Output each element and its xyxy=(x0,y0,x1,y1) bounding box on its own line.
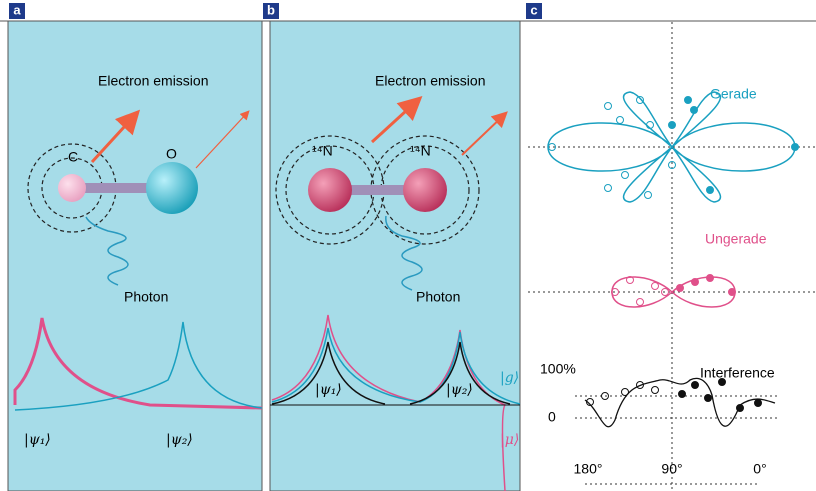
figure: a Electron emission C O Photon |ψ₁⟩ |ψ₂⟩… xyxy=(0,0,816,491)
curve-label: Gerade xyxy=(710,86,757,102)
emission-label: Electron emission xyxy=(98,73,209,89)
angle-label: 180° xyxy=(574,461,603,477)
panel-letter: b xyxy=(267,2,275,17)
angle-label: 90° xyxy=(661,461,682,477)
axis-label: 0 xyxy=(548,409,556,425)
state-label: |ψ₂⟩ xyxy=(166,432,193,448)
atom-label: ¹⁴N xyxy=(312,143,333,159)
atom-c xyxy=(58,174,86,202)
photon-label: Photon xyxy=(416,289,460,305)
atom-label: O xyxy=(166,146,177,162)
panel-letter: a xyxy=(13,2,21,17)
atom-o xyxy=(146,162,198,214)
photon-label: Photon xyxy=(124,289,168,305)
panel-a xyxy=(8,21,262,491)
interference-markers xyxy=(587,379,762,412)
state-label: |ψ₂⟩ xyxy=(446,382,473,398)
state-label: |μ⟩ xyxy=(500,432,519,448)
atom-n xyxy=(403,168,447,212)
emission-label: Electron emission xyxy=(375,73,486,89)
curve-label: Ungerade xyxy=(705,231,767,247)
curve-label: Interference xyxy=(700,365,775,381)
atom-n xyxy=(308,168,352,212)
atom-label: C xyxy=(68,149,78,165)
atom-label: ¹⁴N xyxy=(410,143,431,159)
interference-curve xyxy=(585,378,775,426)
state-label: |g⟩ xyxy=(500,370,519,386)
panel-b xyxy=(270,21,520,491)
axis-label: 100% xyxy=(540,361,576,377)
state-label: |ψ₁⟩ xyxy=(315,382,342,398)
state-label: |ψ₁⟩ xyxy=(24,432,51,448)
panel-letter: c xyxy=(530,2,537,17)
angle-label: 0° xyxy=(753,461,766,477)
